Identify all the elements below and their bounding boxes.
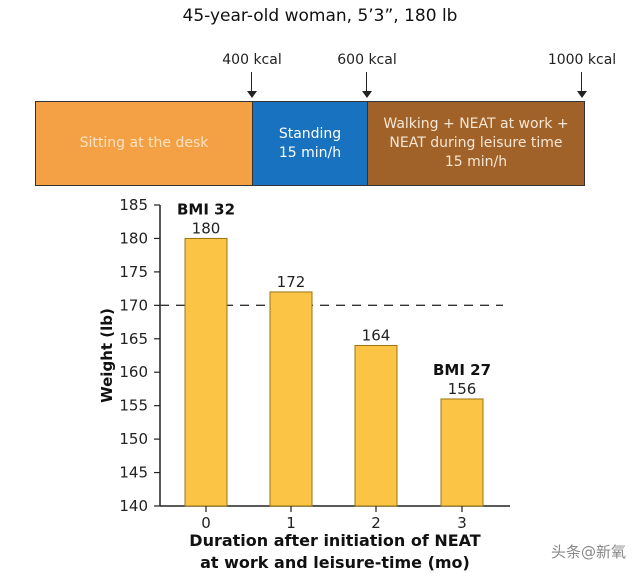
segment-sitting: Sitting at the desk [36,102,252,185]
y-tick-label: 160 [119,363,148,381]
x-axis-label: at work and leisure-time (mo) [200,553,470,572]
kcal-marker-600: 600 kcal [337,52,397,68]
y-tick-label: 165 [119,330,148,348]
y-tick-label: 150 [119,430,148,448]
bar-value-label: 180 [192,219,221,237]
kcal-marker-400: 400 kcal [222,52,282,68]
y-tick-label: 145 [119,464,148,482]
kcal-marker-1000: 1000 kcal [547,52,617,68]
arrow-down-icon [576,72,587,98]
bmi-annotation: BMI 27 [433,361,491,379]
watermark: 头条@新氧 [550,543,626,561]
y-tick-label: 180 [119,229,148,247]
page-title: 45-year-old woman, 5’3”, 180 lb [182,6,458,26]
bar [440,398,484,507]
bar-value-label: 172 [277,273,306,291]
arrow-down-icon [361,72,372,98]
bar [354,344,398,507]
x-tick-label: 1 [286,514,296,532]
y-tick-label: 155 [119,397,148,415]
bmi-annotation: BMI 32 [177,200,235,218]
bar [184,237,228,507]
bar [269,291,313,507]
activity-strip: Sitting at the desk Standing 15 min/h Wa… [35,101,585,186]
x-tick-label: 2 [371,514,381,532]
arrow-down-icon [246,72,257,98]
y-tick-label: 170 [119,296,148,314]
bar-value-label: 156 [448,380,477,398]
y-tick-label: 185 [119,196,148,214]
x-axis-label: Duration after initiation of NEAT [189,531,481,550]
x-tick-label: 3 [457,514,467,532]
y-tick-label: 140 [119,497,148,515]
y-axis-label: Weight (lb) [98,308,116,403]
y-tick-label: 175 [119,263,148,281]
segment-walking: Walking + NEAT at work + NEAT during lei… [368,102,584,185]
segment-standing: Standing 15 min/h [252,102,368,185]
bar-value-label: 164 [362,326,391,344]
x-tick-label: 0 [201,514,211,532]
